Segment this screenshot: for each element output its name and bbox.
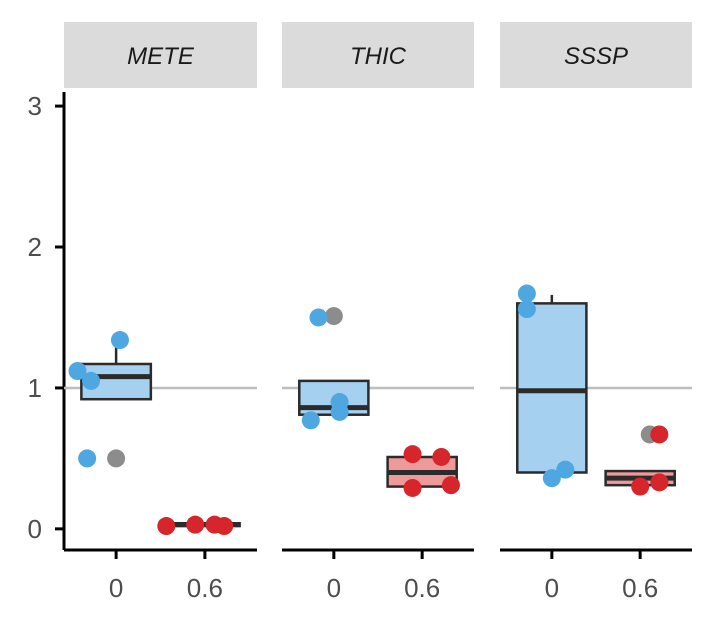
data-point-outlier [324,307,343,326]
data-point [82,371,101,390]
x-tick-label: 0 [327,573,341,603]
data-point [650,425,669,444]
data-point [330,402,349,421]
data-point [403,478,422,497]
data-point [186,515,205,534]
data-point [301,411,320,430]
facet-panel-thic: THIC 0 0.6 [282,22,474,603]
data-point [542,469,561,488]
data-point [556,460,575,479]
facet-strip-label: METE [127,43,195,70]
x-tick-label: 0 [109,573,123,603]
facet-strip [64,22,257,88]
y-tick-label: 1 [28,373,42,403]
y-tick-label: 2 [28,232,42,262]
box-0 [516,302,588,474]
facet-strip-label: SSSP [564,43,628,70]
facet-strip [282,22,474,88]
facet-panel-mete: METE 0 0.6 [64,22,257,603]
data-point [68,362,87,381]
facet-strip-label: THIC [350,43,407,70]
data-point [78,449,97,468]
data-point-outlier [107,449,126,468]
data-point [309,308,328,327]
data-point [517,300,536,319]
data-point [215,517,234,536]
y-tick-label: 0 [28,514,42,544]
x-tick-label: 0 [545,573,559,603]
x-tick-label: 0.6 [404,573,440,603]
data-point [403,445,422,464]
facet-panel-sssp: SSSP 0 0.6 [500,22,692,603]
data-point [517,284,536,303]
data-point [441,476,460,495]
x-tick-label: 0.6 [187,573,223,603]
facet-strip [500,22,692,88]
x-tick-label: 0.6 [622,573,658,603]
data-point [110,331,129,350]
data-point [432,447,451,466]
data-point [631,477,650,496]
y-tick-label: 3 [28,91,42,121]
data-point [157,517,176,536]
data-point [650,473,669,492]
